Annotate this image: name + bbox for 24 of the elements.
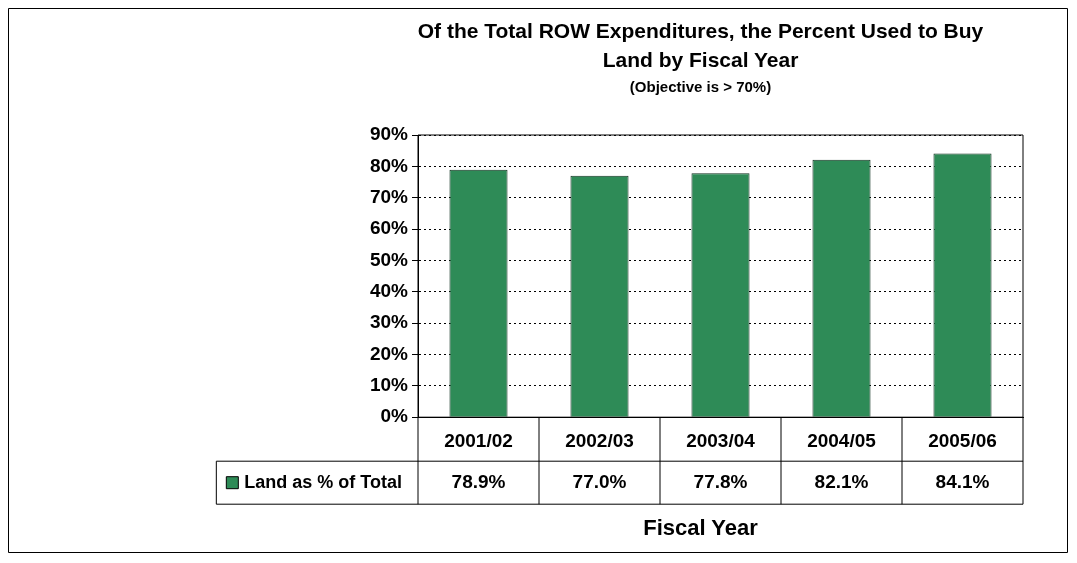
x-tick-label: 2001/02	[444, 429, 513, 451]
chart-subtitle: (Objective is > 70%)	[629, 78, 772, 96]
text: 77.0%	[572, 470, 627, 492]
chart-title: Of the Total ROW Expenditures, the Percent Used to Buy Land by Fiscal Year	[417, 18, 984, 71]
text: 84.1%	[935, 470, 990, 492]
y-tick-label: 90%	[369, 123, 409, 145]
legend-label: Land as % of Total	[244, 471, 403, 492]
y-tick-label: 70%	[369, 185, 409, 207]
x-tick-label: 2005/06	[928, 429, 997, 451]
text: 78.9%	[451, 470, 506, 492]
x-tick-label: 2003/04	[686, 429, 756, 451]
text: 82.1%	[814, 470, 869, 492]
y-tick-label: 10%	[369, 374, 409, 396]
y-tick-label: 40%	[369, 280, 409, 302]
y-tick-label: 80%	[369, 154, 409, 176]
y-tick-label: 0%	[380, 405, 409, 427]
text: 77.8%	[693, 470, 748, 492]
y-tick-label: 50%	[369, 248, 409, 270]
x-tick-label: 2004/05	[807, 429, 877, 451]
y-tick-label: 60%	[369, 217, 409, 239]
x-axis-title: Fiscal Year	[643, 515, 759, 541]
y-tick-label: 30%	[369, 311, 409, 333]
y-tick-label: 20%	[369, 342, 409, 364]
x-tick-label: 2002/03	[565, 429, 634, 451]
